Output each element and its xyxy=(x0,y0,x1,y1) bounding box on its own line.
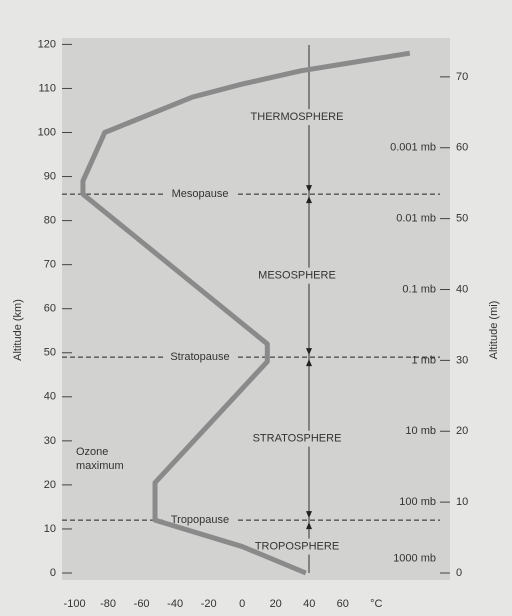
x-tick-label: 0 xyxy=(239,598,245,610)
x-tick-label: 40 xyxy=(303,598,315,610)
x-tick-label: -20 xyxy=(201,598,217,610)
boundary-label: Tropopause xyxy=(171,514,229,526)
y-tick-label: 0 xyxy=(50,567,56,579)
boundary-label: Stratopause xyxy=(170,351,229,363)
layer-label: TROPOSPHERE xyxy=(255,540,339,552)
arrowhead xyxy=(306,522,312,530)
boundary-label-bg xyxy=(165,187,237,202)
y-tick-label: 60 xyxy=(44,303,56,315)
pressure-label: 1 mb xyxy=(412,354,436,366)
x-tick-label: 60 xyxy=(337,598,349,610)
pressure-label: 0.01 mb xyxy=(396,213,436,225)
y-tick-label: 20 xyxy=(44,479,56,491)
y2-tick-label: 30 xyxy=(456,354,468,366)
y2-tick-label: 20 xyxy=(456,425,468,437)
arrowhead xyxy=(306,185,312,193)
y2-tick-label: 50 xyxy=(456,213,468,225)
layer-label-bg xyxy=(257,267,361,284)
y-axis-label: Altitude (km) xyxy=(12,299,24,361)
y-tick-label: 110 xyxy=(38,82,56,94)
pressure-label: 0.1 mb xyxy=(402,283,436,295)
arrowhead xyxy=(306,359,312,367)
layer-label: MESOSPHERE xyxy=(258,270,336,282)
y-tick-label: 90 xyxy=(44,170,56,182)
temperature-line xyxy=(80,50,411,576)
x-tick-label: -60 xyxy=(134,598,150,610)
y2-tick-label: 60 xyxy=(456,142,468,154)
x-tick-label: 20 xyxy=(270,598,282,610)
x-tick-label: -100 xyxy=(64,598,86,610)
x-tick-label: -80 xyxy=(100,598,116,610)
y-tick-label: 40 xyxy=(44,391,56,403)
y-tick-label: 120 xyxy=(38,38,56,50)
y2-tick-label: 0 xyxy=(456,567,462,579)
y2-tick-label: 40 xyxy=(456,283,468,295)
boundary-label-bg xyxy=(165,513,237,528)
y2-tick-label: 10 xyxy=(456,496,468,508)
layer-label-bg xyxy=(257,109,361,126)
layer-label: STRATOSPHERE xyxy=(253,433,342,445)
y-tick-label: 50 xyxy=(44,347,56,359)
layer-label: THERMOSPHERE xyxy=(251,111,344,123)
y-tick-label: 30 xyxy=(44,435,56,447)
pressure-label: 10 mb xyxy=(405,425,436,437)
arrowhead xyxy=(306,196,312,204)
y2-tick-label: 70 xyxy=(456,71,468,83)
pressure-label: 100 mb xyxy=(399,496,436,508)
x-tick-label: -40 xyxy=(167,598,183,610)
pressure-label: 0.001 mb xyxy=(390,142,436,154)
y-tick-label: 100 xyxy=(38,126,56,138)
x-unit-label: °C xyxy=(370,598,382,610)
y-tick-label: 10 xyxy=(44,523,56,535)
layer-label-bg xyxy=(257,430,361,447)
arrowhead xyxy=(306,511,312,519)
y-tick-label: 80 xyxy=(44,215,56,227)
boundary-label: Mesopause xyxy=(172,188,229,200)
boundary-label-bg xyxy=(165,350,237,365)
y-tick-label: 70 xyxy=(44,259,56,271)
layer-label-bg xyxy=(257,538,361,555)
annotation: Ozone maximum xyxy=(76,446,124,472)
arrowhead xyxy=(306,348,312,356)
pressure-label: 1000 mb xyxy=(393,553,436,565)
y2-axis-label: Altitude (mi) xyxy=(488,301,500,360)
plot-area xyxy=(62,38,450,580)
